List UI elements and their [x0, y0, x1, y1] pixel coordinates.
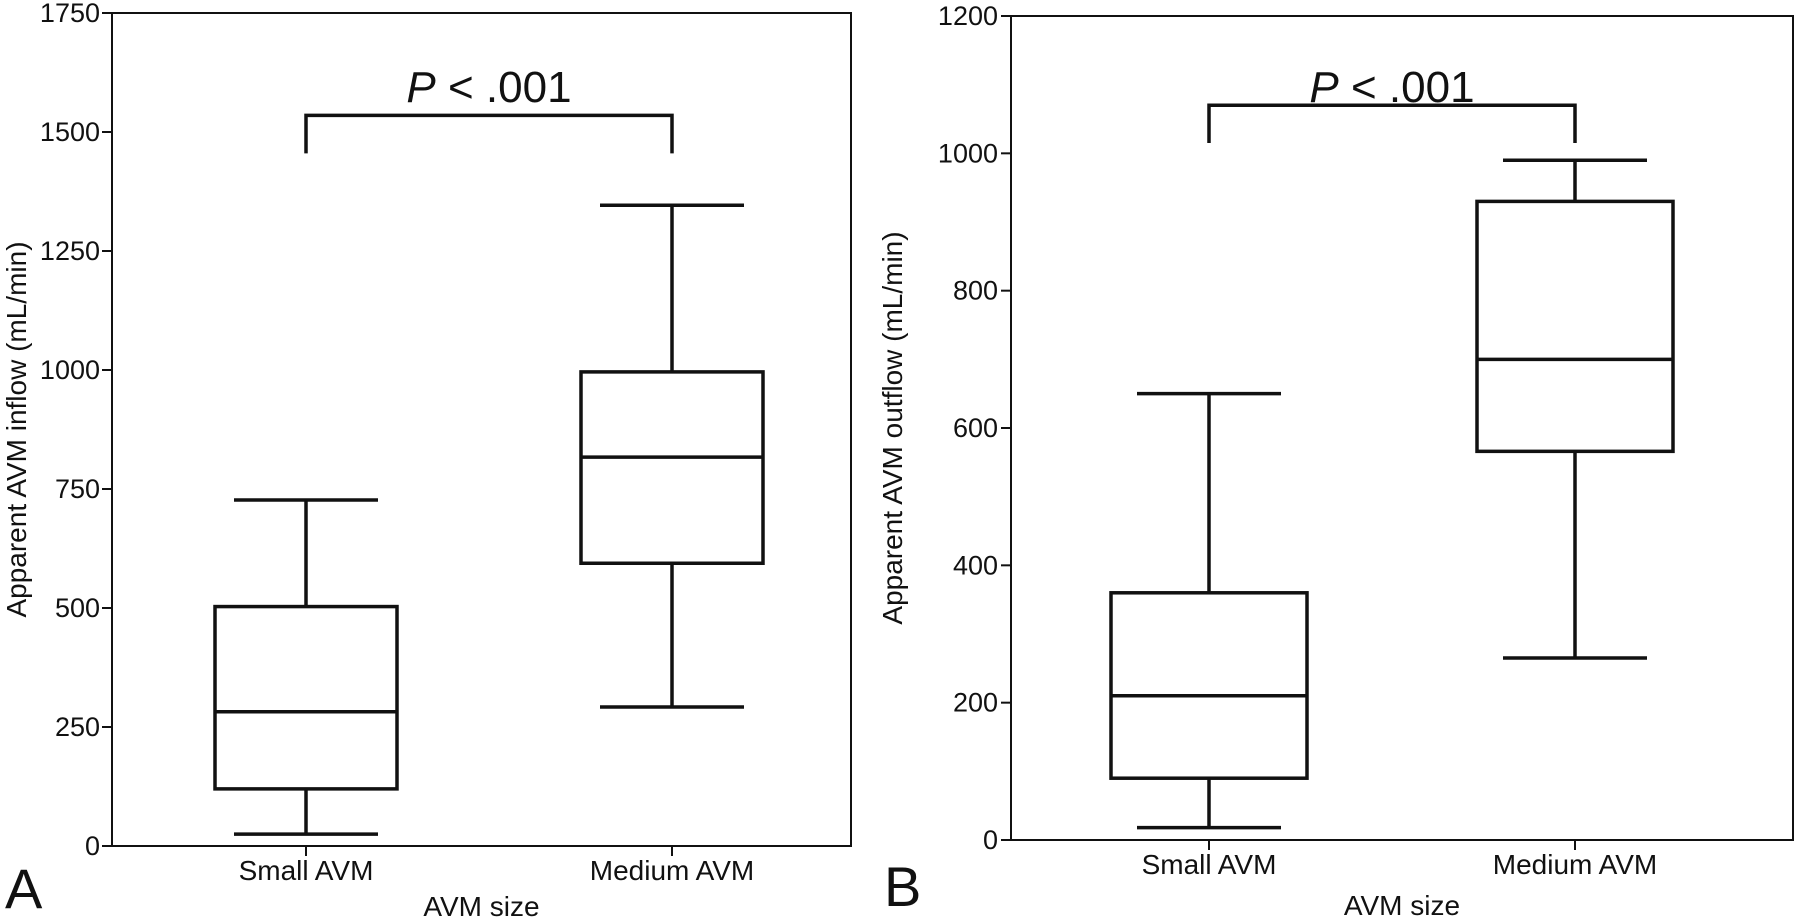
box-plot-medium-avm — [1475, 158, 1675, 660]
x-category-label: Small AVM — [1142, 849, 1277, 880]
panel-letter: B — [884, 855, 921, 918]
y-tick-label: 1000 — [938, 138, 998, 168]
y-tick-label: 500 — [55, 593, 100, 623]
y-tick-label: 800 — [953, 276, 998, 306]
y-tick-label: 600 — [953, 413, 998, 443]
x-category-label: Medium AVM — [1493, 849, 1657, 880]
panel-letter: A — [5, 857, 43, 919]
iqr-box — [579, 370, 765, 566]
panel-a: 0 250 500 750 1000 1250 1500 1750 Small AVM Mediu… — [1, 0, 852, 919]
y-axis-title: Apparent AVM inflow (mL/min) — [1, 241, 32, 617]
panel-b: 0 200 400 600 800 1000 1200 Small AVM Medium AVM… — [877, 1, 1794, 919]
y-axis-title: Apparent AVM outflow (mL/min) — [877, 231, 908, 624]
significance-bracket — [304, 113, 674, 154]
y-tick-label: 250 — [55, 712, 100, 742]
x-category-label: Medium AVM — [590, 855, 754, 886]
y-tick-label: 1750 — [40, 0, 100, 28]
y-tick-label: 0 — [85, 831, 100, 861]
box-plot-medium-avm — [579, 203, 765, 709]
box-plot-small-avm — [1109, 391, 1309, 830]
y-tick-label: 750 — [55, 474, 100, 504]
y-tick-label: 200 — [953, 688, 998, 718]
p-value-label: P < .001 — [1309, 63, 1474, 112]
iqr-box — [1475, 199, 1675, 454]
y-tick-label: 0 — [983, 825, 998, 855]
p-value-label: P < .001 — [406, 63, 571, 112]
iqr-box — [213, 604, 399, 791]
y-tick-label: 1500 — [40, 117, 100, 147]
y-tick-label: 1250 — [40, 236, 100, 266]
x-category-label: Small AVM — [239, 855, 374, 886]
x-axis-title: AVM size — [423, 891, 539, 919]
significance-bracket — [1207, 103, 1577, 144]
y-tick-label: 1200 — [938, 1, 998, 31]
iqr-box — [1109, 591, 1309, 780]
y-tick-label: 1000 — [40, 355, 100, 385]
y-tick-label: 400 — [953, 550, 998, 580]
x-axis-title: AVM size — [1344, 890, 1460, 919]
box-plot-small-avm — [213, 498, 399, 836]
plot-frame — [111, 12, 852, 847]
